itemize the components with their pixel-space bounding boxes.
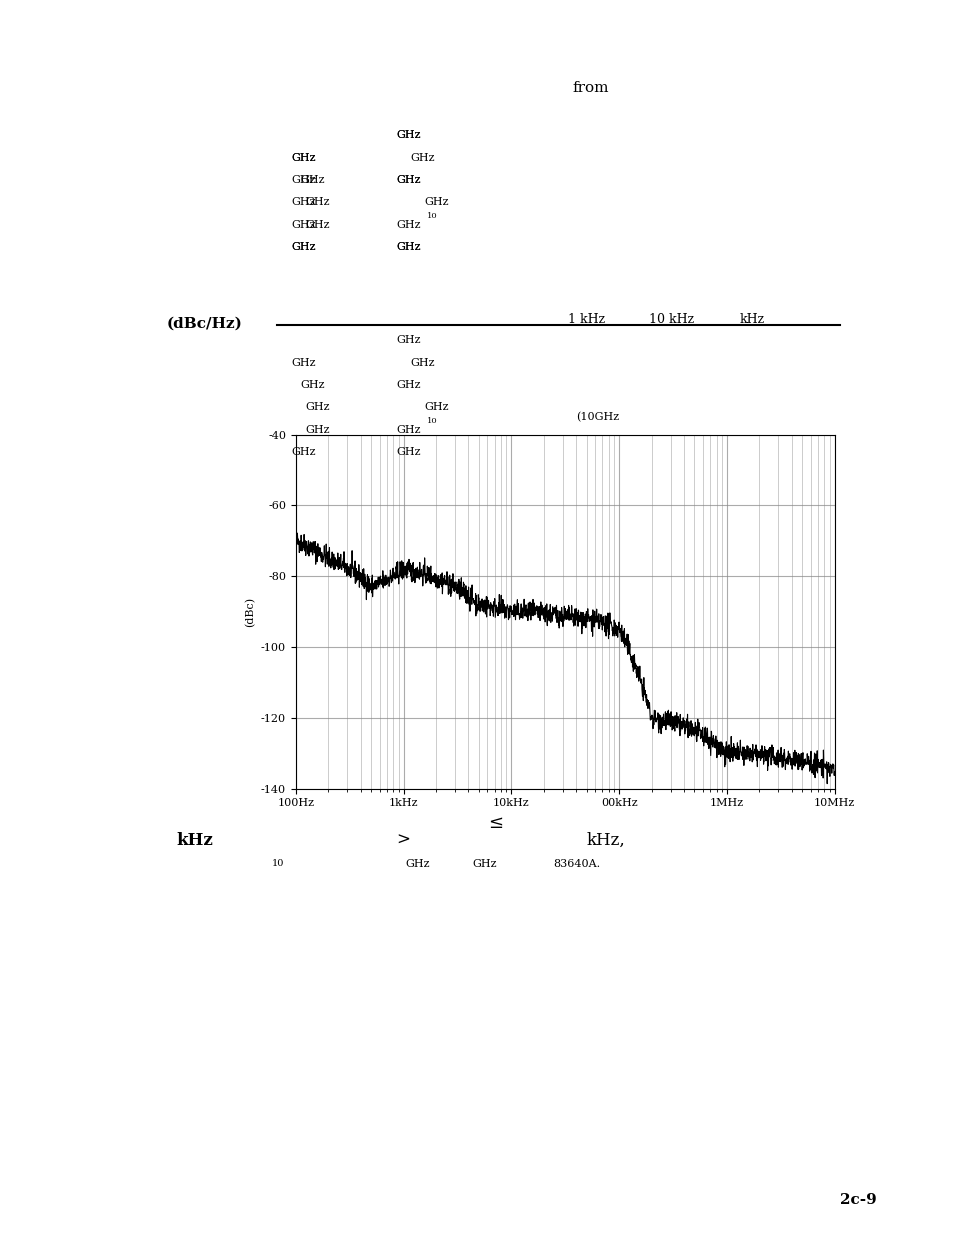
Text: GHz: GHz	[291, 242, 315, 252]
Text: GHz: GHz	[291, 358, 315, 368]
Text: GHz: GHz	[395, 175, 420, 185]
Text: GHz: GHz	[291, 220, 315, 230]
Text: GHz: GHz	[291, 447, 315, 457]
Text: 10: 10	[427, 417, 437, 425]
Text: 83640A.: 83640A.	[553, 859, 599, 869]
Text: from: from	[572, 81, 608, 94]
Text: GHz: GHz	[395, 447, 420, 457]
Text: GHz: GHz	[424, 402, 449, 412]
Text: (10GHz: (10GHz	[576, 412, 618, 422]
Text: GHz: GHz	[291, 175, 315, 185]
Text: 10: 10	[427, 212, 437, 220]
Text: kHz: kHz	[739, 313, 763, 325]
Text: >: >	[395, 832, 410, 850]
Text: GHz: GHz	[291, 153, 315, 163]
Text: GHz: GHz	[305, 425, 330, 435]
Text: GHz: GHz	[291, 242, 315, 252]
Text: (dBc/Hz): (dBc/Hz)	[167, 317, 243, 330]
Text: GHz: GHz	[395, 380, 420, 390]
Text: GHz: GHz	[300, 380, 325, 390]
Text: GHz: GHz	[305, 402, 330, 412]
Text: kHz,: kHz,	[586, 832, 625, 850]
Text: GHz: GHz	[395, 242, 420, 252]
Text: GHz: GHz	[395, 425, 420, 435]
Text: GHz: GHz	[405, 859, 430, 869]
Text: GHz: GHz	[472, 859, 497, 869]
Y-axis label: (dBc): (dBc)	[245, 596, 255, 627]
Text: GHz: GHz	[424, 197, 449, 207]
Text: 10: 10	[272, 859, 284, 868]
Text: ≤: ≤	[488, 814, 503, 831]
Text: GHz: GHz	[291, 153, 315, 163]
Text: 2c-9: 2c-9	[839, 1194, 876, 1207]
Text: GHz: GHz	[410, 153, 435, 163]
Text: GHz: GHz	[395, 242, 420, 252]
Text: 1 kHz: 1 kHz	[567, 313, 604, 325]
Text: GHz: GHz	[395, 175, 420, 185]
Text: kHz: kHz	[176, 832, 213, 850]
Text: GHz: GHz	[300, 175, 325, 185]
Text: GHz: GHz	[395, 220, 420, 230]
Text: GHz: GHz	[410, 358, 435, 368]
Text: GHz: GHz	[395, 130, 420, 140]
Text: GHz: GHz	[305, 220, 330, 230]
Text: GHz: GHz	[305, 197, 330, 207]
Text: GHz: GHz	[395, 130, 420, 140]
Text: GHz: GHz	[395, 335, 420, 345]
Text: 10 kHz: 10 kHz	[648, 313, 693, 325]
Text: GHz: GHz	[291, 197, 315, 207]
